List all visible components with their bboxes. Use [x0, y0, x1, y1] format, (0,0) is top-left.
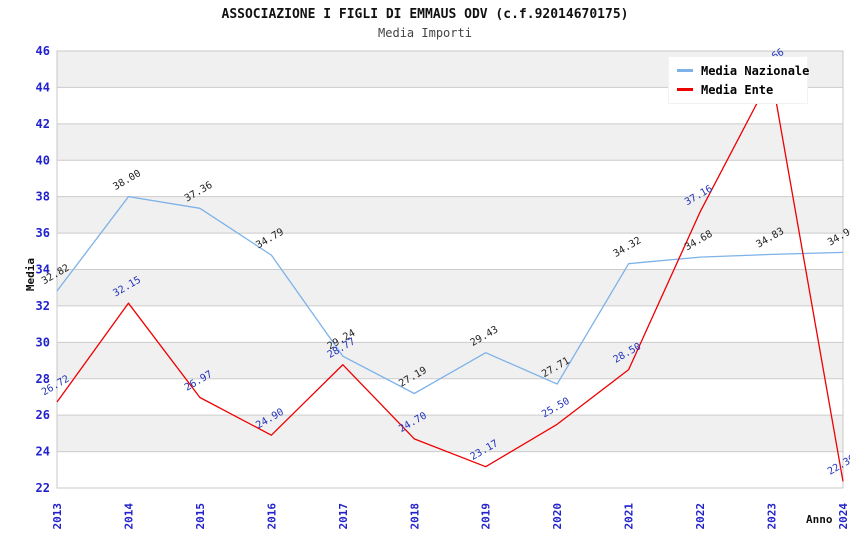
y-tick-label: 38 [36, 190, 50, 204]
y-tick-label: 22 [36, 481, 50, 495]
legend-item-media-nazionale[interactable]: Media Nazionale [677, 61, 810, 80]
x-tick-label: 2013 [51, 503, 64, 530]
y-axis-title: Media [24, 257, 38, 292]
legend-label-media-ente: Media Ente [701, 82, 774, 97]
x-tick-label: 2014 [122, 503, 135, 530]
series-line-media-ente [56, 74, 844, 482]
y-tick-label: 42 [36, 117, 50, 131]
x-tick-label: 2024 [837, 503, 850, 530]
plot-border [56, 50, 844, 489]
legend-swatch-media-ente [677, 88, 693, 91]
legend: Media Nazionale Media Ente [668, 56, 810, 104]
plot-band [57, 123, 843, 161]
plot-band [57, 415, 843, 452]
x-tick-label: 2020 [551, 503, 564, 530]
x-axis-title: Anno [806, 513, 833, 526]
y-tick-label: 44 [36, 80, 50, 94]
x-tick-label: 2018 [408, 503, 421, 530]
y-tick-label: 30 [36, 335, 50, 349]
x-tick-label: 2015 [194, 503, 207, 530]
y-tick-label: 26 [36, 408, 50, 422]
y-tick-label: 36 [36, 226, 50, 240]
x-tick-label: 2016 [265, 503, 278, 530]
x-tick-label: 2021 [623, 503, 636, 530]
y-tick-label: 40 [36, 153, 50, 167]
y-tick-label: 34 [36, 263, 50, 277]
point-label: 34.32 [612, 235, 644, 260]
point-label: 38.00 [111, 168, 143, 193]
plot-band [57, 196, 843, 234]
y-tick-label: 32 [36, 299, 50, 313]
legend-item-media-ente[interactable]: Media Ente [677, 80, 807, 99]
chart-title: ASSOCIAZIONE I FIGLI DI EMMAUS ODV (c.f.… [221, 7, 629, 22]
point-label: 22.36 [826, 453, 850, 478]
y-tick-label: 46 [36, 44, 50, 58]
plot-band [57, 269, 843, 306]
legend-label-media-nazionale: Media Nazionale [701, 63, 810, 78]
y-tick-label: 28 [36, 372, 50, 386]
series-line-media-nazionale [56, 196, 844, 395]
x-tick-label: 2017 [337, 503, 350, 530]
y-tick-label: 24 [36, 445, 50, 459]
x-tick-label: 2023 [766, 503, 779, 530]
chart-subtitle: Media Importi [378, 26, 472, 40]
x-tick-label: 2019 [480, 503, 493, 529]
legend-swatch-media-nazionale [677, 69, 693, 72]
x-tick-label: 2022 [694, 503, 707, 530]
